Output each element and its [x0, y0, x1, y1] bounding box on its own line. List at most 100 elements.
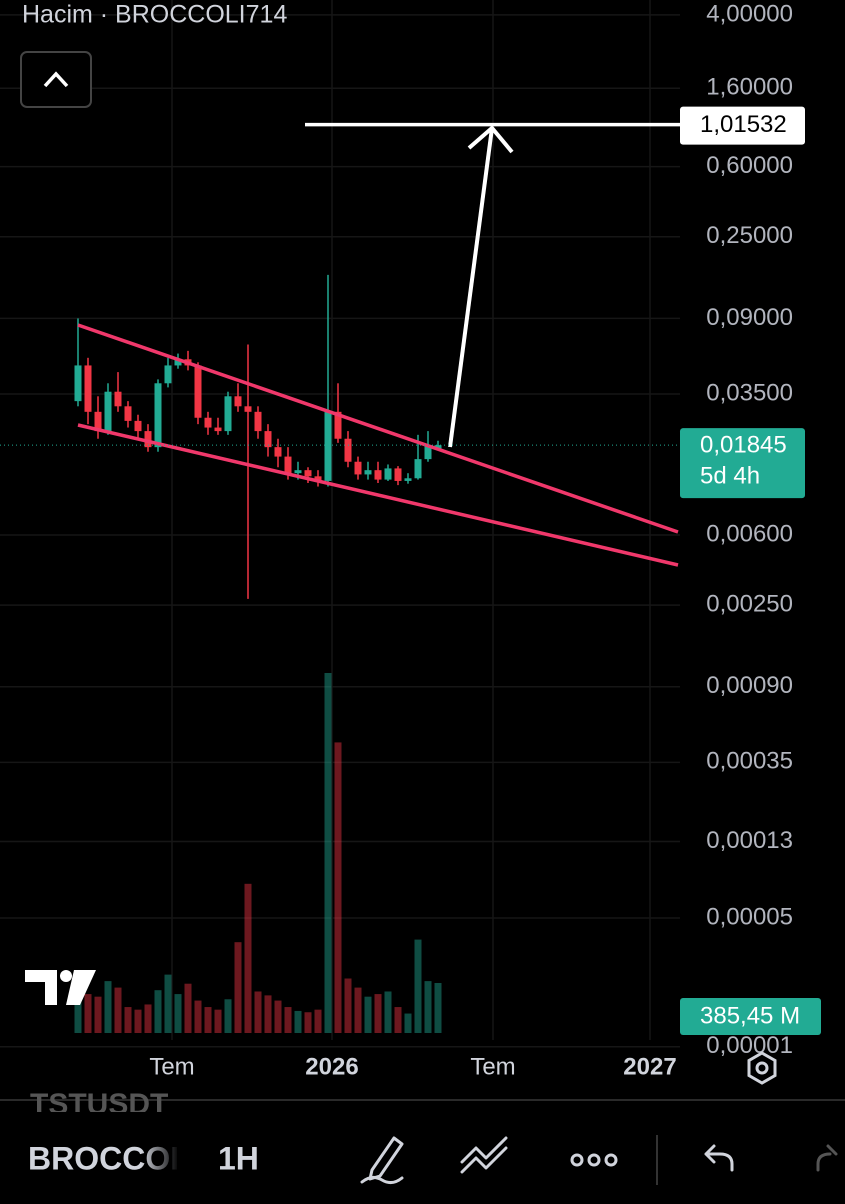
tv-logo [25, 970, 96, 1005]
countdown-label: 5d 4h [700, 463, 760, 490]
volume-bar [334, 742, 342, 1033]
draw-icon[interactable] [360, 1136, 404, 1185]
y-tick-label: 0,09000 [706, 304, 793, 331]
volume-bar [294, 1010, 302, 1033]
candle-body [354, 461, 362, 475]
y-tick-label: 0,00005 [706, 903, 793, 930]
candle-body [384, 468, 392, 480]
volume-badge [680, 998, 821, 1035]
candle-body [364, 470, 372, 475]
volume-bar [304, 1012, 312, 1033]
x-tick-label: Tem [470, 1053, 515, 1080]
volume-bar [264, 995, 272, 1033]
candle-body [254, 411, 262, 432]
volume-bar [174, 994, 182, 1033]
volume-bar [344, 978, 352, 1033]
candle-body [144, 431, 152, 448]
trend-line [77, 423, 679, 567]
candle-body [404, 478, 412, 481]
x-tick-label: 2027 [623, 1053, 676, 1080]
patterns-icon[interactable] [460, 1136, 508, 1174]
volume-bar [364, 996, 372, 1033]
candle-body [94, 411, 102, 432]
interval[interactable]: 1H [218, 1140, 259, 1176]
candle-body [374, 470, 382, 480]
candle-body [304, 470, 312, 477]
last-price-badge [680, 428, 805, 499]
y-tick-label: 0,00090 [706, 672, 793, 699]
y-tick-label: 0,25000 [706, 222, 793, 249]
volume-bar [354, 987, 362, 1033]
time-axis: Tem 2026 Tem 2027 [149, 1053, 676, 1080]
volume-bar [284, 1007, 292, 1033]
y-tick-label: 0,00600 [706, 520, 793, 547]
candle-body [124, 406, 132, 421]
volume-bar [134, 1009, 142, 1033]
y-tick-label: 0,00013 [706, 827, 793, 854]
candle-body [424, 444, 432, 460]
volume [74, 673, 442, 1033]
y-tick-label: 0,00035 [706, 748, 793, 775]
undo-icon[interactable] [704, 1144, 734, 1172]
y-tick-label: 0,00250 [706, 590, 793, 617]
volume-bar [394, 1007, 402, 1033]
grid [0, 0, 680, 1048]
trend-line [77, 323, 679, 534]
candle-body [214, 427, 222, 432]
candle-body [104, 391, 112, 432]
candle-body [194, 365, 202, 418]
volume-bar [104, 981, 112, 1033]
candle-body [164, 365, 172, 384]
volume-bar [144, 1004, 152, 1033]
candle-body [414, 459, 422, 479]
volume-bar [224, 999, 232, 1033]
y-tick-label: 0,60000 [706, 152, 793, 179]
candle-body [224, 396, 232, 432]
volume-bar [254, 991, 262, 1033]
candle-body [244, 406, 252, 412]
candle-body [154, 383, 162, 448]
y-tick-label: 1,60000 [706, 74, 793, 101]
volume-bar [204, 1007, 212, 1033]
volume-bar [84, 994, 92, 1033]
candle-body [434, 445, 442, 450]
y-tick-label: 4,00000 [706, 0, 793, 27]
volume-bar [114, 987, 122, 1033]
candle-body [284, 456, 292, 474]
arrow-head [467, 125, 514, 154]
target-badge [680, 106, 805, 145]
volume-bar [314, 1009, 322, 1033]
candle-body [114, 391, 122, 407]
volume-bar [414, 939, 422, 1033]
volume-bar [184, 983, 192, 1033]
volume-bar [194, 1000, 202, 1033]
collapse-button[interactable] [20, 51, 92, 108]
volume-bar [324, 673, 332, 1033]
price-axis: 4,00000 1,60000 0,60000 0,25000 0,09000 0,035… [706, 0, 793, 1059]
volume-label: 385,45 M [700, 1002, 800, 1029]
candle-body [344, 438, 352, 462]
chart-title: Hacim · BROCCOLI714 [22, 1, 287, 29]
candle-body [204, 417, 212, 428]
volume-bar [424, 981, 432, 1033]
volume-bar [274, 1000, 282, 1033]
symbol[interactable]: BROCCOI [28, 1140, 179, 1176]
x-tick-label: Tem [149, 1053, 194, 1080]
settings-icon[interactable] [747, 1051, 777, 1085]
volume-bar [154, 990, 162, 1033]
chevron-icon [43, 71, 69, 88]
more-icon[interactable] [570, 1153, 618, 1167]
candle-body [334, 411, 342, 439]
volume-bar [74, 1000, 82, 1033]
last-price-label: 0,01845 [700, 432, 787, 459]
volume-bar [234, 942, 242, 1033]
candle-body [74, 365, 82, 402]
candle-body [394, 468, 402, 481]
candles [74, 274, 442, 599]
x-tick-label: 2026 [305, 1053, 358, 1080]
volume-bar [434, 982, 442, 1033]
volume-bar [164, 974, 172, 1033]
volume-bar [384, 991, 392, 1033]
redo-icon[interactable] [816, 1144, 838, 1172]
